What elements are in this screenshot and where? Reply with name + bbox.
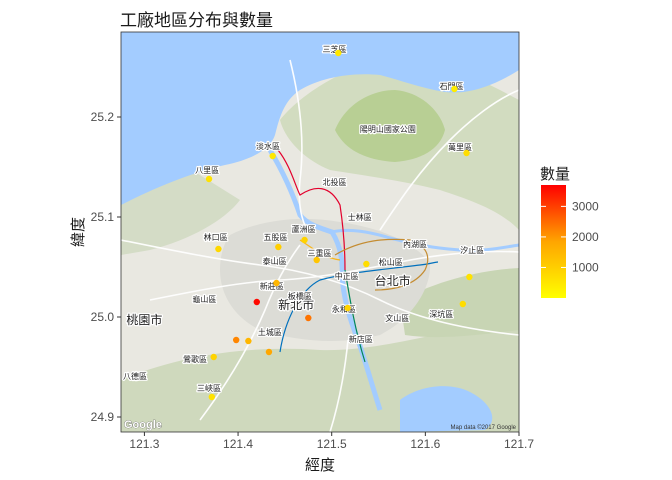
legend-title: 數量 bbox=[540, 165, 570, 183]
factory-point bbox=[335, 49, 342, 57]
factory-point bbox=[265, 348, 273, 356]
map-label: 三芝區 bbox=[323, 44, 347, 54]
roads bbox=[121, 59, 519, 432]
hills-southeast bbox=[400, 268, 519, 338]
y-axis: 24.9 25.0 25.1 25.2 bbox=[91, 110, 121, 424]
legend-ticks: 1000 2000 3000 bbox=[541, 199, 599, 274]
map-label: 五股區 bbox=[264, 233, 288, 242]
map-label: 北投區 bbox=[323, 177, 347, 187]
points-layer bbox=[205, 49, 473, 401]
map-label: 八德區 bbox=[123, 371, 147, 381]
x-tick-label: 121.6 bbox=[410, 437, 440, 451]
y-axis-title: 緯度 bbox=[69, 217, 87, 247]
map-label: 深坑區 bbox=[429, 309, 453, 319]
map-label: 泰山區 bbox=[263, 256, 287, 266]
map-label: 永和區 bbox=[332, 304, 356, 314]
factory-point bbox=[205, 175, 213, 183]
map-attribution: Map data ©2017 Google bbox=[451, 424, 517, 431]
factory-point bbox=[313, 256, 320, 264]
x-axis: 121.3 121.4 121.5 121.6 121.7 bbox=[129, 432, 534, 451]
metro-lines bbox=[277, 149, 439, 363]
x-tick-label: 121.5 bbox=[317, 437, 347, 451]
x-axis-title: 經度 bbox=[305, 456, 335, 474]
x-tick-label: 121.4 bbox=[223, 437, 253, 451]
map-label: 板橋區 bbox=[288, 291, 312, 301]
factory-point bbox=[344, 304, 351, 312]
factory-point bbox=[273, 279, 280, 287]
legend-tick-label: 3000 bbox=[572, 199, 599, 213]
map-label: 淡水區 bbox=[256, 141, 280, 151]
google-logo: Google bbox=[124, 419, 162, 431]
map-label: 松山區 bbox=[379, 257, 403, 267]
keelung-river bbox=[331, 228, 519, 252]
map-label: 桃園市 bbox=[126, 312, 162, 327]
panel-border bbox=[120, 31, 520, 433]
map-label: 土城區 bbox=[258, 327, 282, 337]
map-label: 三峽區 bbox=[197, 383, 221, 393]
factory-point bbox=[275, 243, 282, 251]
map-label: 林口區 bbox=[204, 232, 228, 242]
legend-tick-label: 2000 bbox=[572, 230, 599, 244]
map-label: 新北市 bbox=[278, 297, 314, 312]
map-label: 鶯歌區 bbox=[183, 354, 207, 364]
map-label: 蘆洲區 bbox=[292, 224, 316, 234]
legend-colorbar bbox=[541, 185, 566, 298]
factory-point bbox=[269, 152, 276, 160]
color-legend: 數量 1000 2000 3000 bbox=[540, 165, 599, 298]
y-tick-label: 25.0 bbox=[91, 310, 115, 324]
factory-point bbox=[232, 336, 240, 344]
urban-basin bbox=[220, 218, 431, 342]
map-label: 新店區 bbox=[349, 334, 373, 344]
map-label: 士林區 bbox=[348, 212, 372, 222]
y-tick-label: 24.9 bbox=[91, 410, 115, 424]
reservoir bbox=[400, 386, 493, 432]
y-tick-label: 25.1 bbox=[91, 210, 115, 224]
factory-point bbox=[215, 245, 222, 253]
factory-point bbox=[459, 300, 467, 308]
map-label: 中正區 bbox=[335, 271, 359, 281]
map-label: 三重區 bbox=[308, 248, 332, 258]
factory-point bbox=[463, 149, 470, 157]
factory-point bbox=[466, 273, 473, 281]
map-label: 石門區 bbox=[440, 82, 464, 91]
factory-point bbox=[245, 337, 252, 345]
map-label: 台北市 bbox=[375, 273, 411, 288]
map-label: 內湖區 bbox=[403, 240, 427, 249]
map-label: 新莊區 bbox=[260, 281, 284, 291]
factory-point bbox=[210, 353, 217, 361]
factory-point bbox=[451, 85, 458, 93]
factory-point bbox=[208, 393, 216, 401]
chart-title: 工廠地區分布與數量 bbox=[120, 11, 273, 31]
map-label: 龜山區 bbox=[192, 294, 216, 304]
factory-point bbox=[301, 236, 308, 244]
factory-point bbox=[305, 314, 312, 322]
yangmingshan-peak bbox=[335, 90, 445, 162]
map-label: 汐止區 bbox=[460, 245, 484, 255]
map-label: 文山區 bbox=[385, 313, 409, 323]
map-label: 八里區 bbox=[195, 166, 219, 175]
sea-area bbox=[121, 32, 519, 205]
factory-point bbox=[253, 298, 260, 306]
map-label: 陽明山國家公園 bbox=[360, 124, 416, 134]
y-tick-label: 25.2 bbox=[91, 110, 115, 124]
x-tick-label: 121.7 bbox=[504, 437, 534, 451]
legend-tick-label: 1000 bbox=[572, 260, 599, 274]
x-tick-label: 121.3 bbox=[129, 437, 159, 451]
factory-point bbox=[363, 260, 370, 268]
